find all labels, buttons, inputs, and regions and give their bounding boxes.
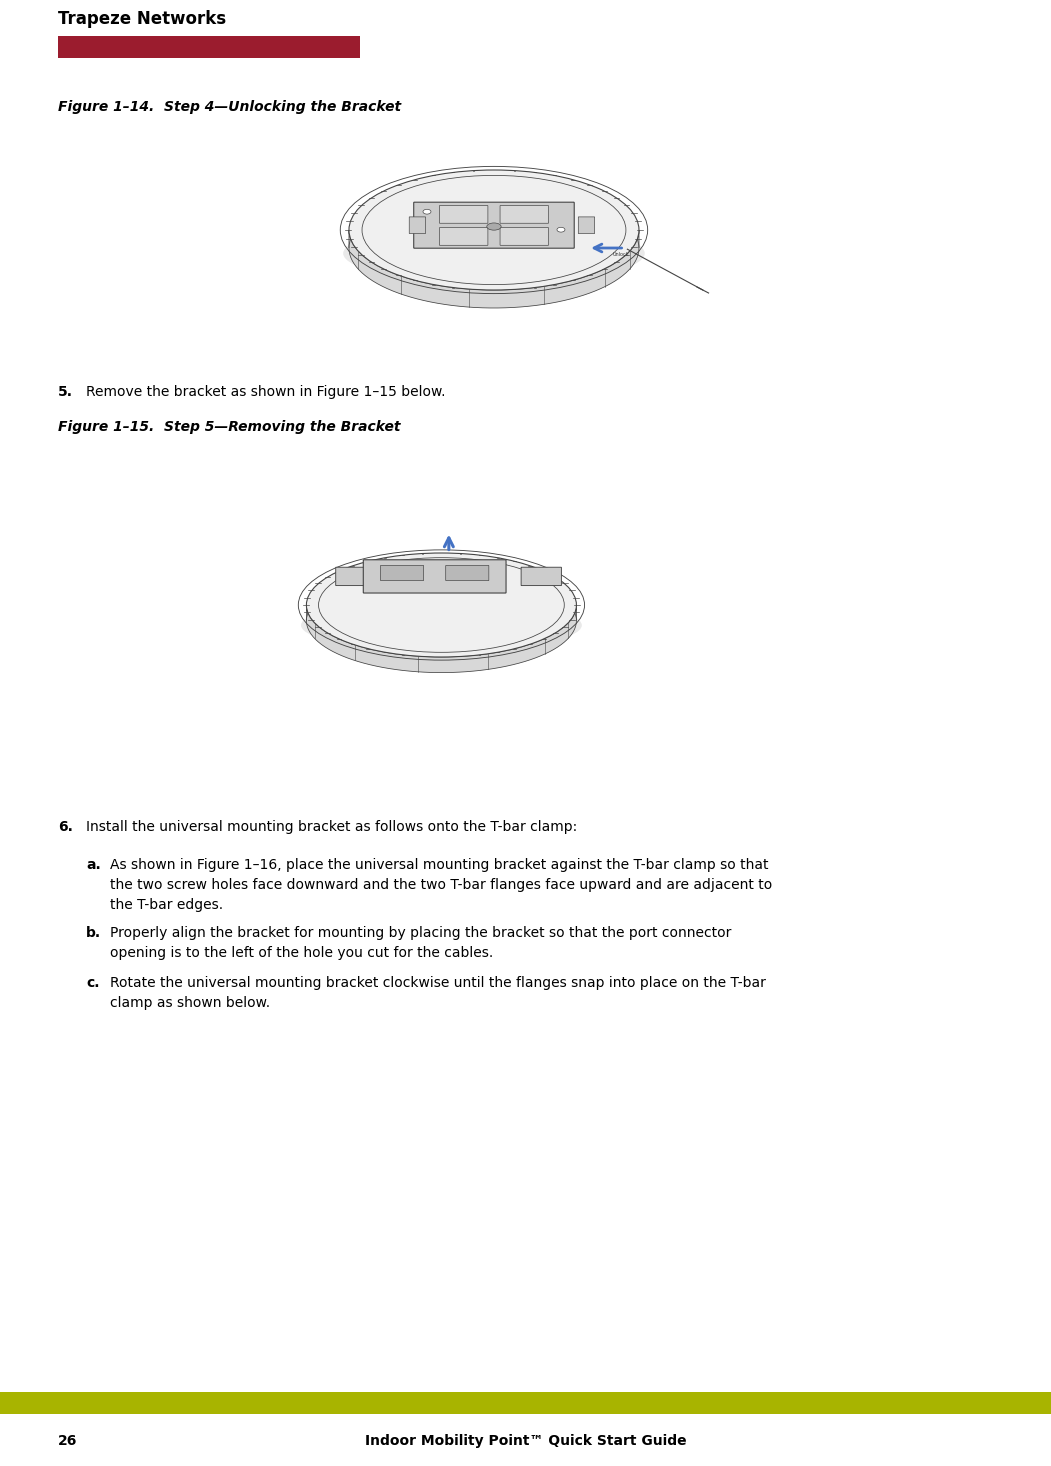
Text: Properly align the bracket for mounting by placing the bracket so that the port : Properly align the bracket for mounting … — [110, 927, 731, 960]
Ellipse shape — [301, 600, 582, 651]
Text: 6.: 6. — [58, 819, 73, 834]
Bar — [0, 1393, 1051, 1415]
FancyBboxPatch shape — [380, 566, 424, 581]
FancyBboxPatch shape — [578, 217, 595, 233]
Text: Remove the bracket as shown in Figure 1–15 below.: Remove the bracket as shown in Figure 1–… — [86, 386, 446, 399]
Ellipse shape — [423, 210, 431, 214]
FancyBboxPatch shape — [500, 227, 549, 245]
Text: Figure 1–14.  Step 4—Unlocking the Bracket: Figure 1–14. Step 4—Unlocking the Bracke… — [58, 100, 401, 114]
FancyBboxPatch shape — [414, 202, 574, 248]
FancyBboxPatch shape — [439, 205, 488, 223]
Text: Trapeze Networks: Trapeze Networks — [58, 10, 226, 28]
Text: c.: c. — [86, 976, 100, 990]
Polygon shape — [307, 605, 576, 673]
FancyBboxPatch shape — [335, 567, 376, 585]
Text: Install the universal mounting bracket as follows onto the T-bar clamp:: Install the universal mounting bracket a… — [86, 819, 577, 834]
Ellipse shape — [487, 223, 501, 230]
Text: 5.: 5. — [58, 386, 73, 399]
Text: 26: 26 — [58, 1434, 78, 1448]
Text: Figure 1–15.  Step 5—Removing the Bracket: Figure 1–15. Step 5—Removing the Bracket — [58, 419, 400, 434]
Ellipse shape — [344, 223, 644, 283]
FancyBboxPatch shape — [364, 560, 506, 594]
Text: Indoor Mobility Point™ Quick Start Guide: Indoor Mobility Point™ Quick Start Guide — [365, 1434, 686, 1448]
FancyBboxPatch shape — [521, 567, 561, 585]
FancyBboxPatch shape — [500, 205, 549, 223]
Ellipse shape — [557, 227, 565, 232]
Text: Rotate the universal mounting bracket clockwise until the flanges snap into plac: Rotate the universal mounting bracket cl… — [110, 976, 766, 1010]
Text: a.: a. — [86, 858, 101, 872]
Ellipse shape — [307, 553, 576, 657]
Bar — [58, 37, 359, 59]
Ellipse shape — [400, 572, 412, 578]
FancyBboxPatch shape — [446, 566, 489, 581]
Text: As shown in Figure 1–16, place the universal mounting bracket against the T-bar : As shown in Figure 1–16, place the unive… — [110, 858, 772, 912]
Text: b.: b. — [86, 927, 101, 940]
Polygon shape — [349, 230, 639, 308]
FancyBboxPatch shape — [439, 227, 488, 245]
Text: Unlock: Unlock — [613, 252, 630, 257]
Ellipse shape — [349, 170, 639, 290]
Ellipse shape — [457, 572, 469, 578]
FancyBboxPatch shape — [409, 217, 426, 233]
